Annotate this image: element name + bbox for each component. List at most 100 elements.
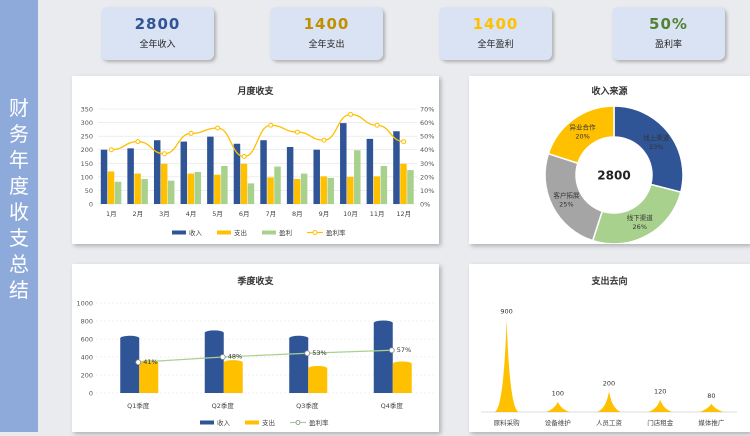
bar-expense xyxy=(347,176,354,204)
legend-label: 支出 xyxy=(262,418,275,427)
y-tick-label: 300 xyxy=(81,119,93,127)
rate-point xyxy=(294,129,300,135)
y2-tick-label: 20% xyxy=(420,173,434,181)
value-label: 80 xyxy=(707,392,715,400)
value-label: 120 xyxy=(654,388,666,396)
slice-percent-label: 20% xyxy=(575,133,589,141)
bar-profit xyxy=(141,179,148,204)
dashboard-title: 财务年度收支总结 xyxy=(9,96,29,302)
legend-label: 支出 xyxy=(234,228,247,237)
bar-expense xyxy=(134,173,141,204)
expense-peak xyxy=(597,391,621,412)
bar-profit xyxy=(300,173,308,204)
bar-expense xyxy=(320,176,327,204)
expense-dest-chart: 900 原料采购 100 设备维护 200 人员工资 120 门店租金 80 媒体推广 xyxy=(481,307,737,427)
y-tick-label: 0 xyxy=(89,390,93,398)
kpi-card-income: 2800 全年收入 xyxy=(101,7,214,60)
bar-expense xyxy=(187,173,195,204)
legend-label: 收入 xyxy=(189,228,203,237)
donut-slice xyxy=(613,105,684,194)
expense-dest-title: 支出去向 xyxy=(591,277,628,287)
rate-label: 48% xyxy=(228,353,242,361)
x-tick-label: 11月 xyxy=(370,210,385,218)
rate-point xyxy=(135,139,141,145)
y2-tick-label: 10% xyxy=(420,187,434,195)
quarterly-chart-title: 季度收支 xyxy=(237,277,274,287)
slice-name-label: 线下渠道 xyxy=(627,213,654,222)
bar-income xyxy=(289,338,309,393)
quarterly-chart: 0 200 400 600 800 1000 Q1季度 Q2季度 Q3季度 Q4季度 41% 48% 5… xyxy=(76,300,434,427)
bar-expense xyxy=(160,163,168,204)
legend-swatch xyxy=(172,230,186,235)
bar-income xyxy=(153,140,161,204)
x-tick-label: Q1季度 xyxy=(127,401,150,410)
bar-expense-top xyxy=(223,360,243,366)
y-tick-label: 350 xyxy=(81,106,93,114)
x-tick-label: 原料采购 xyxy=(494,418,520,427)
rate-point xyxy=(188,130,194,136)
y-tick-label: 800 xyxy=(81,318,93,326)
bar-income xyxy=(120,338,140,393)
y2-tick-label: 40% xyxy=(420,146,434,154)
donut-center-value: 2800 xyxy=(597,169,630,183)
x-tick-label: Q4季度 xyxy=(381,401,404,410)
rate-point xyxy=(321,137,327,143)
slice-name-label: 异业合作 xyxy=(570,123,597,132)
legend-label: 盈利 xyxy=(279,228,292,237)
bar-profit xyxy=(327,177,334,204)
bar-income xyxy=(233,143,241,204)
kpi-value: 50% xyxy=(649,15,688,33)
slice-percent-label: 25% xyxy=(559,200,573,208)
y-tick-label: 600 xyxy=(81,336,93,344)
monthly-chart: 0 50 100 150 200 250 300 350 0% 10% 20% 30% 40% 50% 60… xyxy=(81,106,435,238)
bar-profit xyxy=(407,170,414,204)
bar-expense xyxy=(392,363,412,393)
slice-name-label: 线上渠道 xyxy=(643,133,670,142)
rate-point xyxy=(348,111,354,117)
bar-income-top xyxy=(289,335,309,341)
bar-profit xyxy=(167,180,175,204)
rate-point xyxy=(241,154,247,159)
income-source-title: 收入来源 xyxy=(591,87,628,97)
x-tick-label: 9月 xyxy=(319,210,330,218)
rate-point xyxy=(304,350,311,357)
y2-tick-label: 60% xyxy=(420,119,434,127)
rate-point xyxy=(401,139,407,145)
x-tick-label: 人员工资 xyxy=(596,418,623,427)
expense-peak xyxy=(545,401,570,412)
bar-expense xyxy=(293,179,301,204)
rate-label: 57% xyxy=(397,346,411,354)
donut-slice xyxy=(547,105,615,165)
rate-point xyxy=(135,359,142,366)
bar-income xyxy=(373,323,393,393)
y-tick-label: 250 xyxy=(81,133,93,141)
bar-expense-top xyxy=(308,365,328,371)
x-tick-label: 12月 xyxy=(396,210,411,218)
bar-profit xyxy=(274,166,281,204)
bar-profit xyxy=(194,171,202,204)
rate-point xyxy=(108,147,114,153)
kpi-value: 2800 xyxy=(134,15,181,33)
rate-point xyxy=(219,354,226,360)
legend-swatch xyxy=(245,420,259,425)
bar-expense xyxy=(214,174,221,204)
value-label: 200 xyxy=(603,379,615,387)
legend-label: 盈利率 xyxy=(309,418,329,427)
x-tick-label: 3月 xyxy=(159,210,170,218)
bar-expense xyxy=(308,368,328,393)
x-tick-label: 2月 xyxy=(133,210,144,218)
bar-income xyxy=(260,140,267,204)
sidebar: 财务年度收支总结 xyxy=(0,0,38,432)
kpi-value: 1400 xyxy=(303,15,350,33)
slice-percent-label: 23% xyxy=(649,143,663,151)
quarterly-chart-panel: 季度收支 0 200 400 600 800 1000 Q1季度 Q2季度 Q3季度 Q4季度 41… xyxy=(72,264,439,432)
bar-profit xyxy=(380,166,388,204)
rate-point xyxy=(374,122,380,128)
x-tick-label: 媒体推广 xyxy=(698,418,725,427)
bar-income xyxy=(366,138,374,204)
bar-income-top xyxy=(204,330,224,336)
bar-income xyxy=(127,148,134,204)
y-tick-label: 400 xyxy=(81,354,93,362)
bar-income xyxy=(204,332,224,393)
